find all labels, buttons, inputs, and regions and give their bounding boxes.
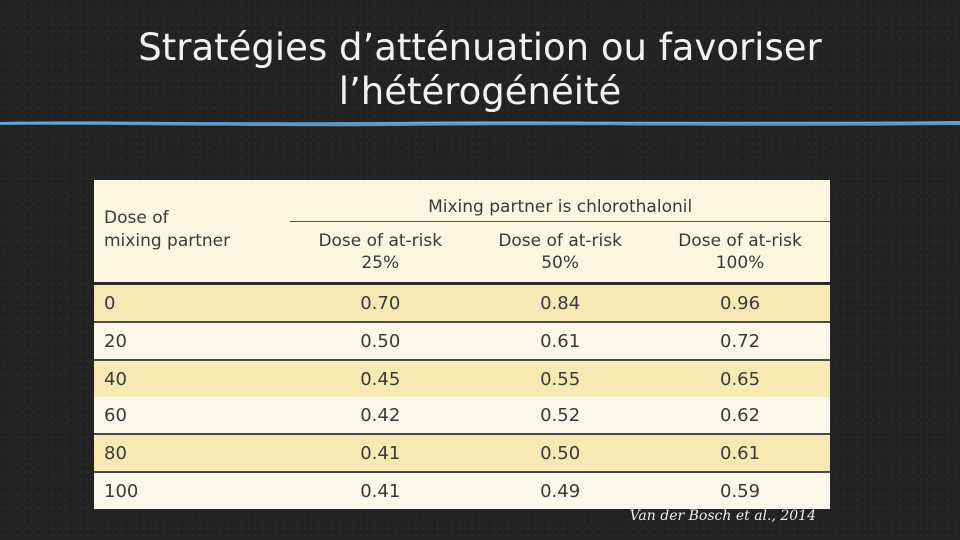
value-cell: 0.65 <box>650 359 830 397</box>
table-row: 100 0.41 0.49 0.59 <box>94 471 830 509</box>
dose-cell: 80 <box>94 433 291 472</box>
value-cell: 0.61 <box>470 321 651 360</box>
table-row: 20 0.50 0.61 0.72 <box>94 321 830 360</box>
dose-cell: 0 <box>104 292 116 314</box>
dose-cell: 40 <box>94 359 291 397</box>
value-cell: 0.72 <box>650 321 830 360</box>
value-cell: 0.50 <box>470 433 651 472</box>
value-cell: 0.84 <box>540 292 581 314</box>
dose-cell: 20 <box>94 321 291 360</box>
column-header-line2: 25% <box>361 253 400 273</box>
slide-title-line1: Stratégies d’atténuation ou favoriser <box>138 26 822 69</box>
data-table: Dose of mixing partner Mixing partner is… <box>94 180 830 509</box>
title-underline <box>0 121 960 127</box>
column-header: Dose of at-risk 50% <box>470 222 650 284</box>
row-header: Dose of mixing partner <box>94 180 290 284</box>
value-cell: 0.41 <box>290 471 471 509</box>
column-header: Dose of at-risk 100% <box>650 222 830 284</box>
data-table-card: Dose of mixing partner Mixing partner is… <box>94 180 830 509</box>
column-header-line2: 100% <box>715 253 765 273</box>
dose-cell: 60 <box>104 404 127 426</box>
column-header-line2: 50% <box>541 253 580 273</box>
value-cell: 0.45 <box>290 359 471 397</box>
citation: Van der Bosch et al., 2014 <box>629 508 816 524</box>
slide-title: Stratégies d’atténuation ou favoriser l’… <box>0 26 960 114</box>
column-header-line1: Dose of at-risk <box>318 231 443 251</box>
value-cell: 0.42 <box>360 404 401 426</box>
value-cell: 0.55 <box>470 359 651 397</box>
value-cell: 0.59 <box>650 471 830 509</box>
value-cell: 0.70 <box>360 292 401 314</box>
column-header-line1: Dose of at-risk <box>498 231 622 251</box>
column-header: Dose of at-risk 25% <box>290 222 470 284</box>
row-header-line2: mixing partner <box>104 230 231 251</box>
value-cell: 0.62 <box>720 404 761 426</box>
table-row: 60 0.42 0.52 0.62 <box>94 397 830 434</box>
value-cell: 0.61 <box>650 433 830 472</box>
table-row: 0 0.70 0.84 0.96 <box>94 283 830 322</box>
value-cell: 0.41 <box>290 433 471 472</box>
group-header: Mixing partner is chlorothalonil <box>290 180 830 222</box>
value-cell: 0.52 <box>540 404 581 426</box>
value-cell: 0.49 <box>470 471 651 509</box>
value-cell: 0.96 <box>720 292 761 314</box>
table-row: 40 0.45 0.55 0.65 <box>94 359 830 397</box>
dose-cell: 100 <box>94 471 291 509</box>
slide-title-line2: l’hétérogénéité <box>338 70 622 113</box>
table-row: 80 0.41 0.50 0.61 <box>94 433 830 472</box>
column-header-line1: Dose of at-risk <box>678 231 802 251</box>
value-cell: 0.50 <box>290 321 471 360</box>
row-header-line1: Dose of <box>104 207 169 228</box>
